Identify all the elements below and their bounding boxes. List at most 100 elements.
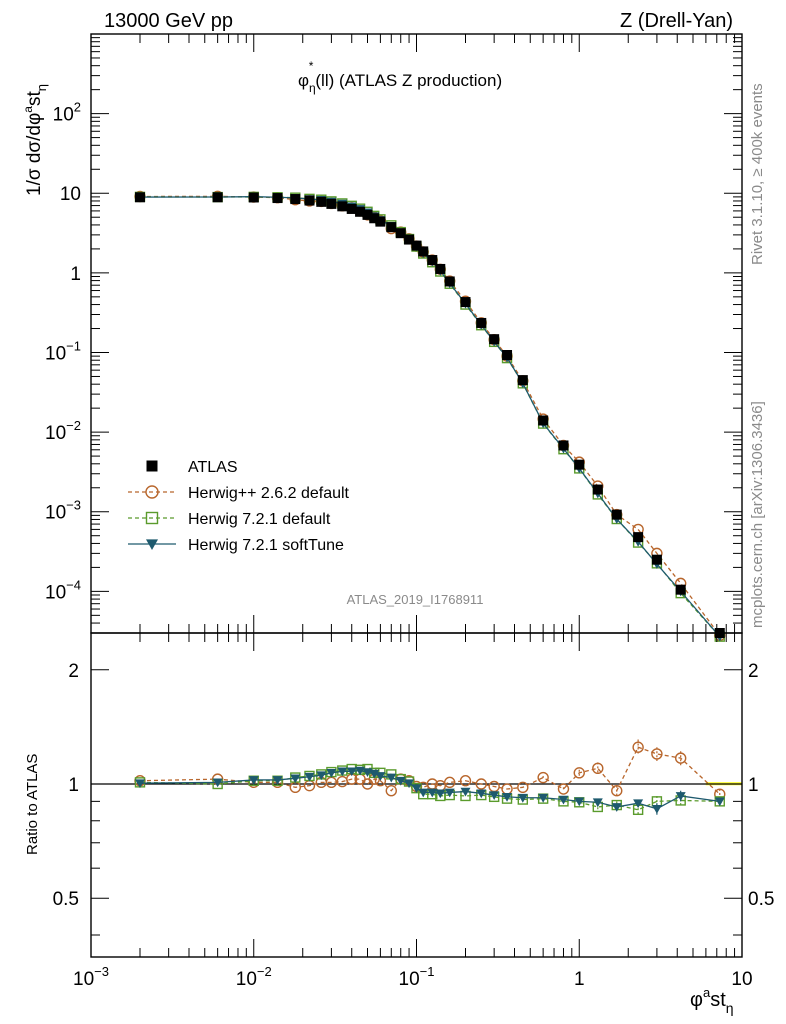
y-tick-label-base: 10 <box>45 582 66 603</box>
ratio-point <box>304 772 315 782</box>
ratio-point <box>557 783 570 795</box>
ratio-point <box>537 771 549 784</box>
ratio-y-tick-label-right: 2 <box>748 661 759 682</box>
x-tick-labels: 10−3 10−2 10−1 1 10 <box>73 964 753 990</box>
y-tick-label-base: 10 <box>45 503 66 524</box>
data-point <box>369 213 380 224</box>
ratio-point <box>404 779 415 789</box>
data-point <box>134 192 145 203</box>
x-tick-label-exp: −2 <box>257 964 272 979</box>
ratio-point <box>574 797 585 807</box>
data-point <box>517 375 528 386</box>
data-point <box>326 198 337 209</box>
ratio-point <box>517 781 529 794</box>
data-point <box>418 246 429 257</box>
ratio-point <box>459 775 472 787</box>
ratio-y-tick-label-right: 0.5 <box>748 889 774 910</box>
ratio-point <box>385 785 397 797</box>
y-tick-label-base: 10 <box>60 184 81 205</box>
data-point <box>633 532 644 543</box>
y-tick-label-exp: −4 <box>66 577 81 592</box>
data-point <box>651 554 662 565</box>
ratio-point <box>538 793 549 803</box>
ratio-point <box>346 767 357 777</box>
header-left: 13000 GeV pp <box>104 10 233 32</box>
data-point <box>411 240 422 251</box>
ratio-point <box>517 793 528 803</box>
ratio-point <box>502 792 513 802</box>
data-point <box>427 255 438 266</box>
ratio-y-tick-label: 2 <box>68 661 79 682</box>
ratio-point <box>355 766 366 776</box>
ratio-point <box>212 778 223 788</box>
ratio-point <box>444 776 456 789</box>
ratio-point <box>632 741 644 753</box>
ratio-point <box>558 795 569 805</box>
y-tick-label: 10 <box>60 184 81 205</box>
data-point <box>460 297 471 308</box>
y-tick-label-base: 1 <box>70 264 81 285</box>
ratio-point <box>444 788 455 798</box>
xlabel: φastη <box>690 985 734 1016</box>
legend-label: Herwig 7.2.1 softTune <box>188 537 344 554</box>
data-point <box>489 334 500 345</box>
ratio-point <box>476 789 487 799</box>
data-point <box>538 415 549 426</box>
ratio-point <box>386 773 397 783</box>
data-point <box>272 193 283 204</box>
y-tick-label: 10−4 <box>45 577 81 603</box>
ratio-point <box>427 788 438 798</box>
y-tick-label-base: 10 <box>45 343 66 364</box>
x-tick-label-base: 10 <box>731 969 752 990</box>
y-tick-label-base: 10 <box>45 423 66 444</box>
header-right: Z (Drell-Yan) <box>620 10 733 32</box>
ratio-point <box>418 788 429 798</box>
ratio-frame <box>90 632 743 958</box>
data-point <box>476 317 487 328</box>
plot-title: φη*(ll) (ATLAS Z production) <box>298 59 502 95</box>
legend-marker <box>146 539 158 550</box>
ratio-point <box>573 767 585 779</box>
data-point <box>375 216 386 227</box>
ratio-y-tick-label: 1 <box>68 775 79 796</box>
x-tick-label-base: 10 <box>73 969 94 990</box>
legend: ATLAS Herwig++ 2.6.2 default Herwig 7.2.1 … <box>128 459 350 554</box>
mcplots-label: mcplots.cern.ch [arXiv:1306.3436] <box>749 401 766 628</box>
ratio-point <box>651 805 662 814</box>
data-point <box>592 484 603 495</box>
data-point <box>346 203 357 214</box>
data-point <box>395 228 406 239</box>
x-tick-label-base: 10 <box>399 969 420 990</box>
x-tick-label: 10 <box>731 969 752 990</box>
y-tick-label-exp: −1 <box>66 338 81 353</box>
data-point <box>248 192 259 203</box>
data-point <box>502 350 513 361</box>
data-point <box>212 192 223 203</box>
ratio-point <box>633 799 644 809</box>
data-point <box>444 276 455 287</box>
data-point <box>558 440 569 451</box>
x-tick-label-base: 1 <box>574 969 585 990</box>
ratio-point <box>674 752 687 764</box>
ratio-point <box>337 767 348 777</box>
ratio-point <box>675 792 686 801</box>
y-tick-label: 10−3 <box>45 498 81 524</box>
analysis-label: ATLAS_2019_I1768911 <box>347 592 484 607</box>
x-tick-label-exp: −3 <box>94 964 109 979</box>
x-tick-label: 1 <box>574 969 585 990</box>
ratio-point <box>248 776 259 785</box>
y-tick-label: 1 <box>70 264 81 285</box>
x-tick-label-exp: −1 <box>420 964 435 979</box>
ratio-y-tick-label: 0.5 <box>53 889 79 910</box>
legend-marker <box>145 485 159 499</box>
x-tick-label: 10−1 <box>399 964 435 990</box>
ratio-point <box>395 776 406 786</box>
ratio-point <box>411 784 422 794</box>
data-point <box>404 234 415 245</box>
ratio-plot: 0.5 0.5 1 1 2 2 <box>53 632 774 958</box>
data-point <box>290 194 301 205</box>
x-tick-label: 10−2 <box>236 964 272 990</box>
ratio-point <box>475 778 487 790</box>
